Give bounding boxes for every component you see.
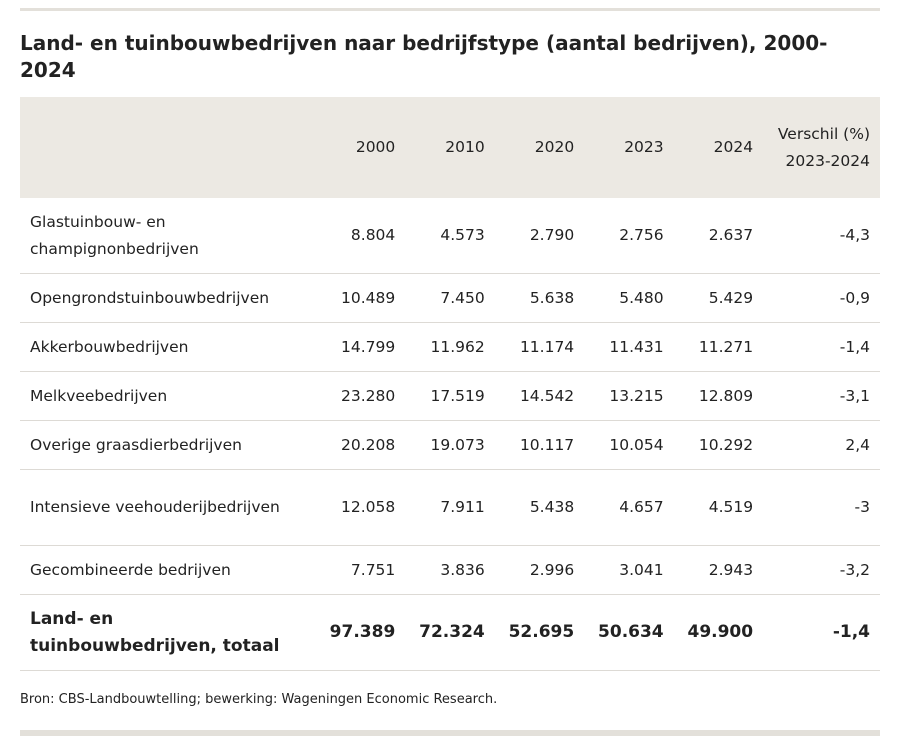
table-cell: 7.751 <box>315 545 406 595</box>
table-cell: -3,2 <box>763 545 880 595</box>
table-cell: 10.292 <box>673 420 764 470</box>
table-row: Akkerbouwbedrijven 14.799 11.962 11.174 … <box>20 322 880 372</box>
table-cell: 14.542 <box>494 371 585 421</box>
table-cell: 13.215 <box>584 371 674 421</box>
bottom-divider <box>20 730 880 736</box>
table-cell: 3.041 <box>584 545 674 595</box>
total-cell: 50.634 <box>584 594 674 671</box>
table-cell: 4.573 <box>405 198 495 274</box>
table-row: Gecombineerde bedrijven 7.751 3.836 2.99… <box>20 545 880 595</box>
table-cell: 5.429 <box>673 273 764 323</box>
table-title: Land- en tuinbouwbedrijven naar bedrijfs… <box>20 31 828 82</box>
table-row: Melkveebedrijven 23.280 17.519 14.542 13… <box>20 371 880 421</box>
row-label: Glastuinbouw- en champignonbedrijven <box>20 198 316 274</box>
table-cell: 7.450 <box>405 273 495 323</box>
table-cell: -3,1 <box>763 371 880 421</box>
header-row: 2000 2010 2020 2023 2024 Verschil (%) 20… <box>20 97 880 198</box>
total-cell: -1,4 <box>763 594 880 671</box>
total-cell: 72.324 <box>405 594 495 671</box>
table-cell: 10.054 <box>584 420 674 470</box>
table-cell: -0,9 <box>763 273 880 323</box>
table-cell: 2,4 <box>763 420 880 470</box>
table-cell: 2.637 <box>673 198 764 274</box>
total-row: Land- en tuinbouwbedrijven, totaal 97.38… <box>20 594 880 671</box>
table-cell: 2.996 <box>494 545 585 595</box>
row-label: Intensieve veehouderijbedrijven <box>20 469 316 546</box>
total-cell: 52.695 <box>494 594 585 671</box>
table-row: Opengrondstuinbouwbedrijven 10.489 7.450… <box>20 273 880 323</box>
data-table: 2000 2010 2020 2023 2024 Verschil (%) 20… <box>20 97 880 671</box>
table-cell: 2.943 <box>673 545 764 595</box>
source-note: Bron: CBS-Landbouwtelling; bewerking: Wa… <box>20 692 498 707</box>
header-cell-2000: 2000 <box>355 138 396 156</box>
table-cell: 3.836 <box>405 545 495 595</box>
table-cell: 5.638 <box>494 273 585 323</box>
row-label: Melkveebedrijven <box>20 371 316 421</box>
table-cell: 11.431 <box>584 322 674 372</box>
table-cell: -1,4 <box>763 322 880 372</box>
table-cell: 4.519 <box>673 469 764 546</box>
row-label: Overige graasdierbedrijven <box>20 420 316 470</box>
table-cell: 7.911 <box>405 469 495 546</box>
table-cell: 20.208 <box>315 420 406 470</box>
table-cell: 23.280 <box>315 371 406 421</box>
total-cell: 49.900 <box>673 594 764 671</box>
table-cell: 2.756 <box>584 198 674 274</box>
row-label: Opengrondstuinbouwbedrijven <box>20 273 316 323</box>
total-cell: 97.389 <box>315 594 406 671</box>
table-cell: 10.117 <box>494 420 585 470</box>
table-cell: 11.271 <box>673 322 764 372</box>
table-cell: -3 <box>763 469 880 546</box>
table-row: Glastuinbouw- en champignonbedrijven 8.8… <box>20 198 880 274</box>
table-cell: 10.489 <box>315 273 406 323</box>
table-cell: 2.790 <box>494 198 585 274</box>
table-cell: 5.438 <box>494 469 585 546</box>
table-row: Intensieve veehouderijbedrijven 12.058 7… <box>20 469 880 546</box>
table-row: Overige graasdierbedrijven 20.208 19.073… <box>20 420 880 470</box>
table-cell: 12.809 <box>673 371 764 421</box>
table-cell: 14.799 <box>315 322 406 372</box>
row-label: Akkerbouwbedrijven <box>20 322 316 372</box>
header-cell-2010: 2010 <box>445 138 485 156</box>
header-cell-2020: 2020 <box>534 138 575 156</box>
table-cell: 17.519 <box>405 371 495 421</box>
table-cell: 12.058 <box>315 469 406 546</box>
header-cell-2023: 2023 <box>624 138 664 156</box>
header-cell-label <box>20 97 316 198</box>
table-cell: 4.657 <box>584 469 674 546</box>
table-cell: 11.174 <box>494 322 585 372</box>
total-label: Land- en tuinbouwbedrijven, totaal <box>20 594 316 671</box>
table-cell: 11.962 <box>405 322 495 372</box>
header-cell-2024: 2024 <box>713 138 754 156</box>
top-divider <box>20 8 880 11</box>
table-cell: 19.073 <box>405 420 495 470</box>
table-cell: 5.480 <box>584 273 674 323</box>
header-cell-verschil: Verschil (%) 2023-2024 <box>777 124 870 170</box>
row-label: Gecombineerde bedrijven <box>20 545 316 595</box>
table-cell: 8.804 <box>315 198 406 274</box>
table-cell: -4,3 <box>763 198 880 274</box>
